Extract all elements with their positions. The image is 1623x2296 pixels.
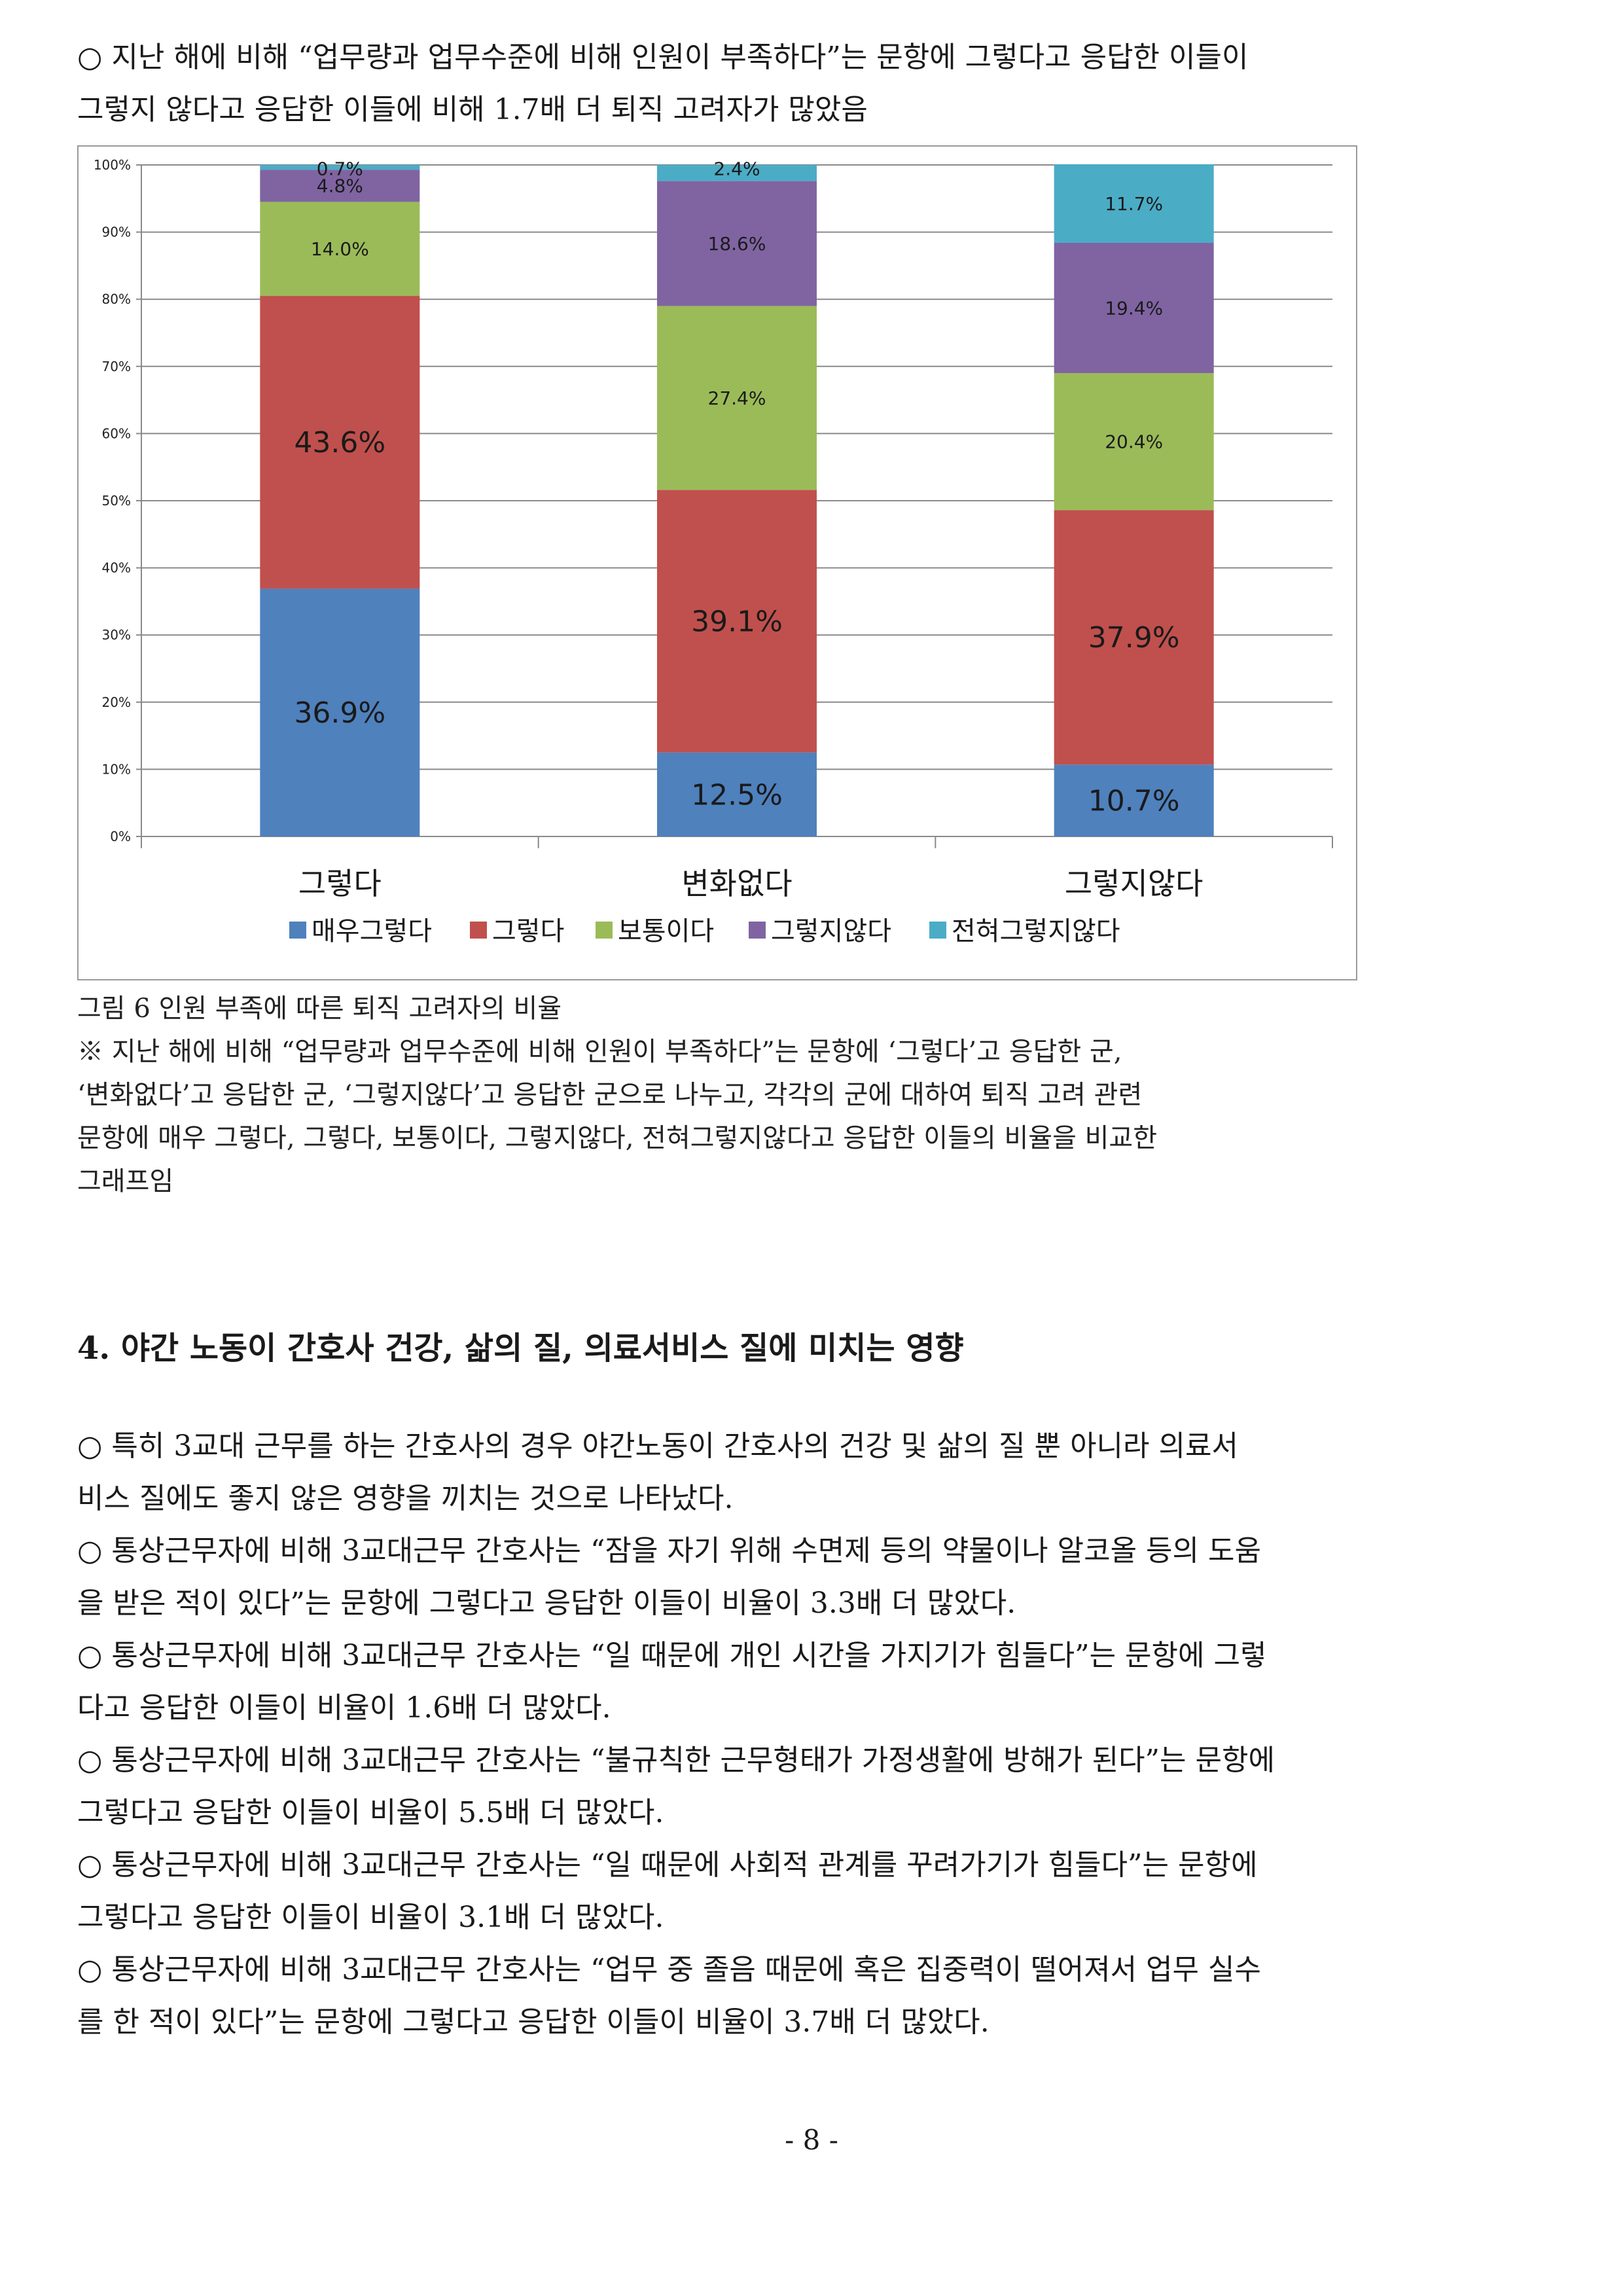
- data-label: 19.4%: [1105, 297, 1163, 319]
- section-body: ○ 특히 3교대 근무를 하는 간호사의 경우 야간노동이 간호사의 건강 및 …: [77, 1420, 1478, 2049]
- intro-line: ○ 지난 해에 비해 “업무량과 업무수준에 비해 인원이 부족하다”는 문항에…: [77, 41, 1249, 74]
- legend-swatch: [596, 922, 613, 939]
- bar-segment: [260, 165, 420, 170]
- body-line: 그렇다고 응답한 이들이 비율이 5.5배 더 많았다.: [77, 1796, 664, 1829]
- section-heading: 4. 야간 노동이 간호사 건강, 삶의 질, 의료서비스 질에 미치는 영향: [77, 1330, 964, 1367]
- x-category-label: 그렇지않다: [1065, 866, 1204, 901]
- bar-segment: [260, 202, 420, 296]
- bar-segment: [657, 490, 817, 753]
- data-label: 0.7%: [317, 158, 363, 179]
- data-label: 4.8%: [317, 175, 363, 197]
- bar-segment: [1054, 243, 1214, 374]
- data-label: 11.7%: [1105, 193, 1163, 215]
- body-line: 을 받은 적이 있다”는 문항에 그렇다고 응답한 이들이 비율이 3.3배 더…: [77, 1587, 1016, 1620]
- caption-note-line: 문항에 매우 그렇다, 그렇다, 보통이다, 그렇지않다, 전혀그렇지않다고 응…: [77, 1123, 1158, 1153]
- body-line: ○ 특히 3교대 근무를 하는 간호사의 경우 야간노동이 간호사의 건강 및 …: [77, 1429, 1238, 1463]
- bar-segment: [1054, 764, 1214, 836]
- y-tick-label: 60%: [102, 425, 131, 441]
- legend-swatch: [749, 922, 766, 939]
- legend-label: 그렇지않다: [771, 916, 891, 946]
- data-label: 2.4%: [713, 158, 760, 179]
- bar-segment: [657, 306, 817, 490]
- y-tick-label: 30%: [102, 627, 131, 643]
- caption-note-line: ‘변화없다’고 응답한 군, ‘그렇지않다’고 응답한 군으로 나누고, 각각의…: [77, 1080, 1143, 1110]
- bar-segment: [1054, 164, 1214, 243]
- bar-segment: [657, 181, 817, 306]
- body-line: ○ 통상근무자에 비해 3교대근무 간호사는 “잠을 자기 위해 수면제 등의 …: [77, 1534, 1261, 1568]
- chart-canvas: 0% 10% 20% 30% 40% 50% 60% 70% 80% 90% 100% 36.9% 43…: [94, 157, 1333, 946]
- body-line: ○ 통상근무자에 비해 3교대근무 간호사는 “일 때문에 사회적 관계를 꾸려…: [77, 1848, 1258, 1882]
- bar-segment: [1054, 510, 1214, 765]
- data-label: 37.9%: [1088, 621, 1180, 655]
- body-line: 를 한 적이 있다”는 문항에 그렇다고 응답한 이들이 비율이 3.7배 더 …: [77, 2005, 990, 2039]
- page-number: - 8 -: [785, 2124, 838, 2156]
- y-tick-label: 90%: [102, 224, 131, 240]
- caption-note-line: ※ 지난 해에 비해 “업무량과 업무수준에 비해 인원이 부족하다”는 문항에…: [77, 1037, 1122, 1067]
- intro-line: 그렇지 않다고 응답한 이들에 비해 1.7배 더 퇴직 고려자가 많았음: [77, 93, 868, 126]
- y-tick-label: 10%: [102, 761, 131, 777]
- bar-segment: [260, 588, 420, 836]
- caption-title: 그림 6 인원 부족에 따른 퇴직 고려자의 비율: [77, 994, 562, 1024]
- bar-segment: [260, 296, 420, 589]
- intro-paragraph: ○ 지난 해에 비해 “업무량과 업무수준에 비해 인원이 부족하다”는 문항에…: [77, 31, 1478, 136]
- body-line: ○ 통상근무자에 비해 3교대근무 간호사는 “불규칙한 근무형태가 가정생활에…: [77, 1744, 1275, 1777]
- legend-label: 그렇다: [492, 916, 564, 946]
- data-label: 27.4%: [708, 387, 766, 409]
- legend-swatch: [289, 922, 306, 939]
- data-label: 20.4%: [1105, 431, 1163, 453]
- caption-note-line: 그래프임: [77, 1166, 174, 1196]
- data-label: 39.1%: [691, 605, 783, 639]
- body-line: 비스 질에도 좋지 않은 영향을 끼치는 것으로 나타났다.: [77, 1482, 734, 1515]
- body-line: ○ 통상근무자에 비해 3교대근무 간호사는 “일 때문에 개인 시간을 가지기…: [77, 1639, 1267, 1672]
- data-label: 14.0%: [311, 238, 369, 260]
- bar-segment: [657, 165, 817, 181]
- data-label: 36.9%: [294, 696, 385, 730]
- data-label: 18.6%: [708, 233, 766, 255]
- bar-segment: [657, 752, 817, 836]
- body-line: ○ 통상근무자에 비해 3교대근무 간호사는 “업무 중 졸음 때문에 혹은 집…: [77, 1953, 1261, 1986]
- figure-caption: 그림 6 인원 부족에 따른 퇴직 고려자의 비율 ※ 지난 해에 비해 “업무…: [77, 987, 1360, 1203]
- x-category-label: 변화없다: [681, 866, 792, 901]
- y-tick-label: 100%: [94, 157, 131, 173]
- legend-swatch: [929, 922, 946, 939]
- data-label: 43.6%: [294, 426, 385, 459]
- y-tick-label: 40%: [102, 560, 131, 576]
- legend-swatch: [470, 922, 487, 939]
- y-tick-label: 0%: [110, 829, 131, 844]
- y-tick-label: 50%: [102, 493, 131, 509]
- x-category-label: 그렇다: [298, 866, 382, 901]
- body-line: 그렇다고 응답한 이들이 비율이 3.1배 더 많았다.: [77, 1901, 664, 1934]
- data-label: 12.5%: [691, 778, 783, 812]
- legend-label: 매우그렇다: [312, 916, 432, 946]
- body-line: 다고 응답한 이들이 비율이 1.6배 더 많았다.: [77, 1691, 611, 1725]
- y-tick-label: 70%: [102, 359, 131, 374]
- y-tick-label: 20%: [102, 694, 131, 710]
- y-tick-label: 80%: [102, 291, 131, 307]
- legend-label: 전혀그렇지않다: [952, 916, 1120, 946]
- bar-segment: [1054, 373, 1214, 511]
- stacked-bar-chart: 0% 10% 20% 30% 40% 50% 60% 70% 80% 90% 100% 36.9% 43…: [77, 145, 1357, 980]
- legend-label: 보통이다: [618, 916, 714, 946]
- data-label: 10.7%: [1088, 785, 1180, 818]
- bar-segment: [260, 170, 420, 202]
